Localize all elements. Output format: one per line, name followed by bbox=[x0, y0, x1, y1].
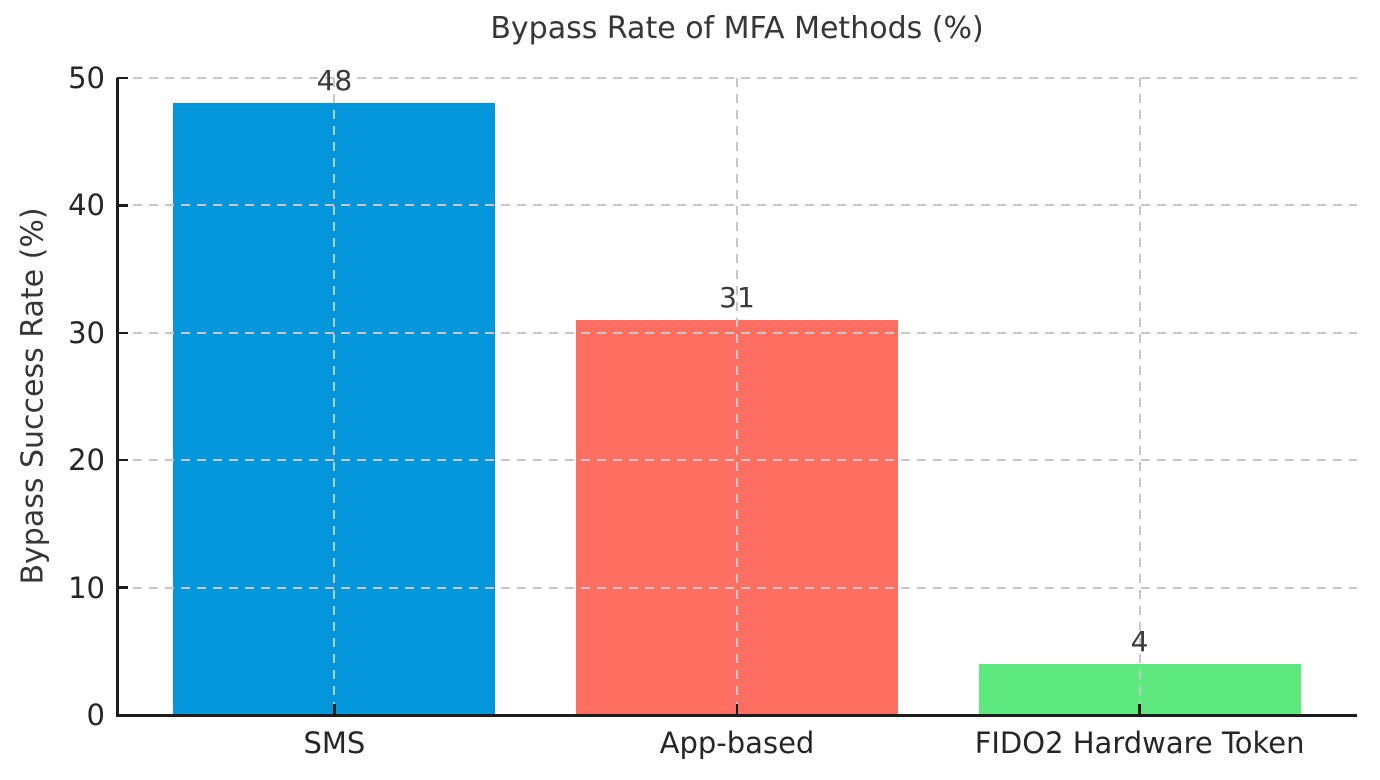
y-tick-mark bbox=[117, 586, 128, 589]
y-tick-mark bbox=[117, 204, 128, 207]
gridline-vertical bbox=[736, 78, 738, 715]
bar-value-label: 31 bbox=[719, 281, 755, 315]
y-tick-label: 40 bbox=[68, 188, 105, 223]
y-tick-label: 30 bbox=[68, 315, 105, 350]
y-tick-label: 10 bbox=[68, 570, 105, 605]
y-tick-mark bbox=[117, 76, 128, 80]
y-tick-mark bbox=[117, 458, 128, 462]
x-tick-label: FIDO2 Hardware Token bbox=[974, 726, 1305, 760]
y-tick-label: 20 bbox=[68, 443, 105, 478]
x-tick-label: App-based bbox=[659, 726, 815, 760]
y-tick-label: 0 bbox=[86, 698, 105, 732]
y-axis-spine bbox=[115, 78, 119, 717]
chart-title: Bypass Rate of MFA Methods (%) bbox=[490, 11, 984, 46]
bar-value-label: 48 bbox=[316, 64, 353, 98]
x-axis-spine bbox=[115, 713, 1357, 717]
y-axis-label-text: Bypass Success Rate (%) bbox=[15, 207, 51, 585]
y-tick-mark bbox=[117, 331, 128, 335]
gridline-vertical bbox=[1138, 78, 1141, 715]
x-tick-mark bbox=[735, 704, 739, 715]
x-tick-mark bbox=[1138, 704, 1141, 715]
x-tick-mark bbox=[333, 704, 336, 715]
y-tick-label: 50 bbox=[68, 61, 105, 95]
plot-area: 48 31 4 bbox=[117, 64, 1357, 717]
gridline-vertical bbox=[333, 78, 336, 715]
bar-value-label: 4 bbox=[1130, 625, 1149, 659]
x-tick-label: SMS bbox=[303, 726, 366, 760]
